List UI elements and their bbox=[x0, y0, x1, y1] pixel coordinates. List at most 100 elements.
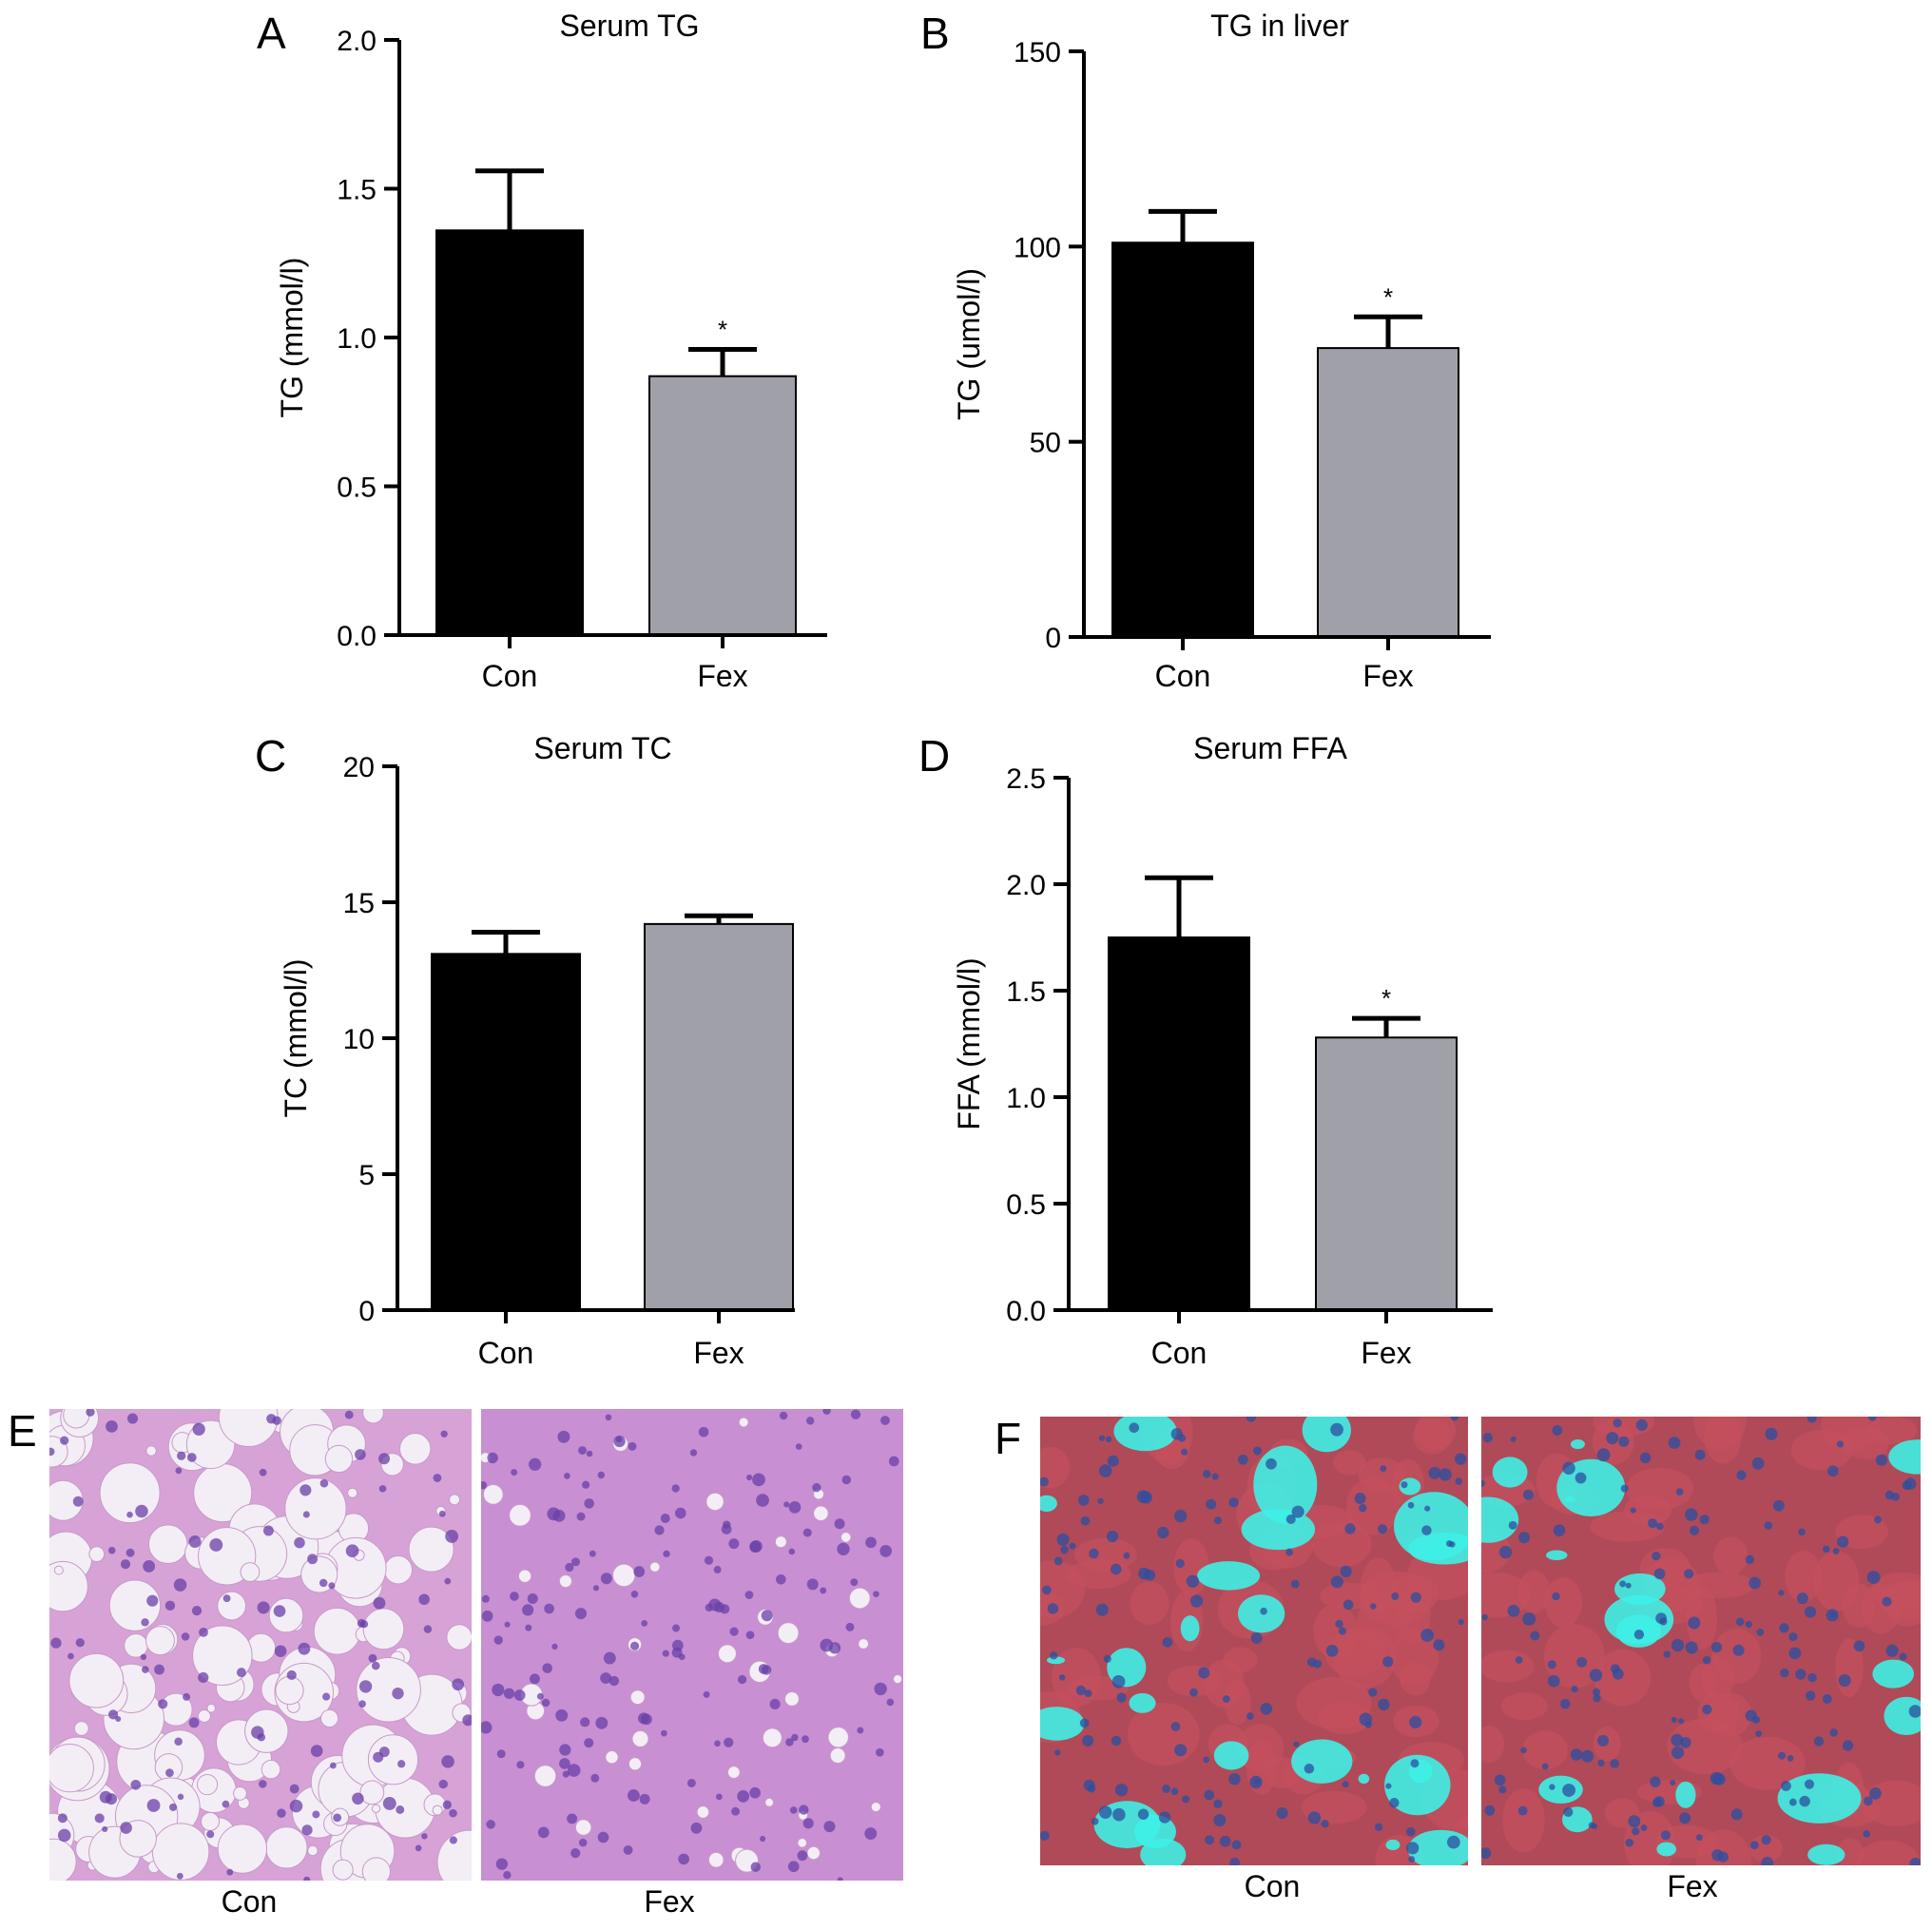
nucleus bbox=[1853, 1640, 1865, 1652]
nucleus bbox=[1668, 1437, 1681, 1449]
nucleus bbox=[1097, 1497, 1104, 1504]
nucleus bbox=[1213, 1516, 1222, 1525]
chart-title: TG in liver bbox=[1210, 9, 1349, 43]
nucleus bbox=[1874, 1515, 1882, 1524]
nucleus bbox=[1635, 1419, 1648, 1431]
nucleus bbox=[791, 1733, 799, 1742]
nucleus bbox=[503, 1688, 515, 1699]
nucleus bbox=[578, 1446, 587, 1455]
nucleus bbox=[1510, 1436, 1517, 1442]
nucleus bbox=[146, 1799, 161, 1812]
nucleus bbox=[107, 1547, 116, 1554]
nucleus bbox=[1095, 1603, 1109, 1616]
nucleus bbox=[1711, 1849, 1724, 1862]
nucleus bbox=[1553, 1524, 1566, 1537]
cell bbox=[1856, 1840, 1921, 1865]
nucleus bbox=[322, 1692, 331, 1701]
nucleus bbox=[1842, 1740, 1854, 1751]
nucleus bbox=[1829, 1727, 1839, 1737]
y-tick-label: 0.0 bbox=[337, 621, 377, 652]
nucleus bbox=[1612, 1668, 1624, 1680]
nucleus bbox=[75, 1638, 85, 1648]
cell bbox=[1500, 1692, 1548, 1721]
nucleus bbox=[876, 1747, 884, 1757]
nucleus bbox=[1056, 1533, 1070, 1546]
nucleus bbox=[857, 1727, 864, 1734]
nucleus bbox=[663, 1550, 670, 1558]
nucleus bbox=[1788, 1632, 1798, 1642]
nucleus bbox=[779, 1411, 788, 1420]
nucleus bbox=[257, 1733, 266, 1742]
micrograph-f-con bbox=[1040, 1417, 1468, 1865]
nucleus bbox=[299, 1484, 312, 1496]
lipid-droplet bbox=[359, 1780, 385, 1805]
lipid-droplet bbox=[533, 1765, 557, 1787]
lipid-droplet bbox=[777, 1622, 800, 1645]
nucleus bbox=[661, 1729, 667, 1737]
lipid-droplet bbox=[1113, 1417, 1177, 1452]
nucleus bbox=[1246, 1417, 1256, 1422]
nucleus bbox=[1909, 1857, 1921, 1865]
nucleus bbox=[537, 1826, 550, 1839]
y-tick-label: 0.5 bbox=[337, 473, 377, 504]
nucleus bbox=[1170, 1787, 1179, 1795]
nucleus bbox=[510, 1592, 519, 1601]
nucleus bbox=[1077, 1495, 1090, 1506]
nucleus bbox=[597, 1471, 606, 1479]
nucleus bbox=[382, 1796, 396, 1810]
nucleus bbox=[1575, 1472, 1587, 1484]
tissue-background bbox=[481, 1409, 903, 1881]
lipid-droplet bbox=[707, 1851, 724, 1868]
nucleus bbox=[567, 1813, 578, 1824]
cell bbox=[1693, 1417, 1747, 1450]
nucleus bbox=[1710, 1641, 1723, 1653]
nucleus bbox=[1054, 1749, 1061, 1756]
lipid-droplet bbox=[201, 1811, 220, 1831]
nucleus bbox=[605, 1414, 612, 1421]
y-tick-label: 15 bbox=[343, 888, 375, 919]
nucleus bbox=[289, 1784, 299, 1794]
panel-letter-d: D bbox=[918, 731, 951, 781]
nucleus bbox=[1736, 1470, 1747, 1480]
nucleus bbox=[175, 1467, 183, 1475]
nucleus bbox=[675, 1507, 686, 1519]
cell bbox=[1667, 1718, 1743, 1775]
nucleus bbox=[1863, 1796, 1873, 1806]
nucleus bbox=[597, 1831, 609, 1843]
nucleus bbox=[1530, 1631, 1540, 1641]
panel-letter-e: E bbox=[8, 1406, 37, 1456]
nucleus bbox=[1656, 1522, 1664, 1531]
nucleus bbox=[1040, 1830, 1050, 1841]
nucleus bbox=[1047, 1603, 1059, 1614]
nucleus bbox=[1606, 1432, 1619, 1445]
nucleus bbox=[94, 1813, 105, 1824]
lipid-droplet bbox=[1546, 1550, 1568, 1561]
lipid-droplet bbox=[265, 1826, 308, 1869]
lipid-droplet bbox=[1291, 1739, 1353, 1784]
nucleus bbox=[1765, 1427, 1778, 1440]
lipid-droplet bbox=[300, 1555, 338, 1593]
nucleus bbox=[1222, 1695, 1230, 1704]
nucleus bbox=[1581, 1749, 1594, 1763]
nucleus bbox=[503, 1871, 512, 1880]
nucleus bbox=[729, 1627, 739, 1636]
nucleus bbox=[141, 1618, 149, 1627]
nucleus bbox=[1107, 1455, 1119, 1467]
nucleus bbox=[874, 1682, 887, 1696]
nucleus bbox=[72, 1496, 84, 1507]
nucleus bbox=[481, 1721, 493, 1734]
nucleus bbox=[1781, 1781, 1791, 1791]
panel-letter-f: F bbox=[995, 1414, 1022, 1463]
nucleus bbox=[396, 1805, 405, 1814]
nucleus bbox=[1481, 1479, 1485, 1487]
nucleus bbox=[423, 1625, 433, 1633]
nucleus bbox=[1340, 1565, 1352, 1578]
he-stain-image-con bbox=[49, 1409, 472, 1881]
nucleus bbox=[126, 1548, 135, 1557]
y-axis-label: FFA (mmol/l) bbox=[952, 957, 986, 1129]
nucleus bbox=[1249, 1775, 1263, 1789]
nucleus bbox=[1307, 1811, 1322, 1824]
lipid-droplet bbox=[1777, 1773, 1862, 1824]
nucleus bbox=[1058, 1674, 1066, 1681]
nucleus bbox=[1069, 1542, 1076, 1550]
